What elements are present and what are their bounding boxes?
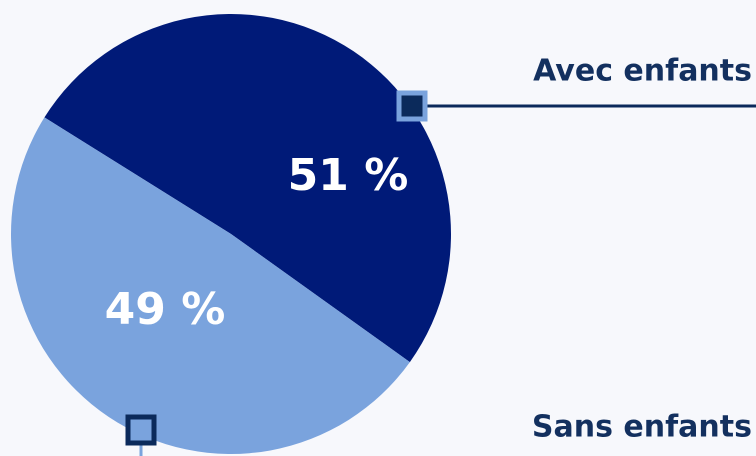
pie-slice: [11, 117, 410, 454]
legend-label: Avec enfants: [533, 54, 752, 89]
pie-slice: [44, 13, 452, 363]
legend-label: Sans enfants: [532, 410, 752, 445]
callout-marker: [125, 414, 157, 446]
callout-marker: [396, 90, 428, 122]
slice-label: 51 %: [288, 150, 409, 201]
slice-label: 49 %: [105, 284, 226, 335]
